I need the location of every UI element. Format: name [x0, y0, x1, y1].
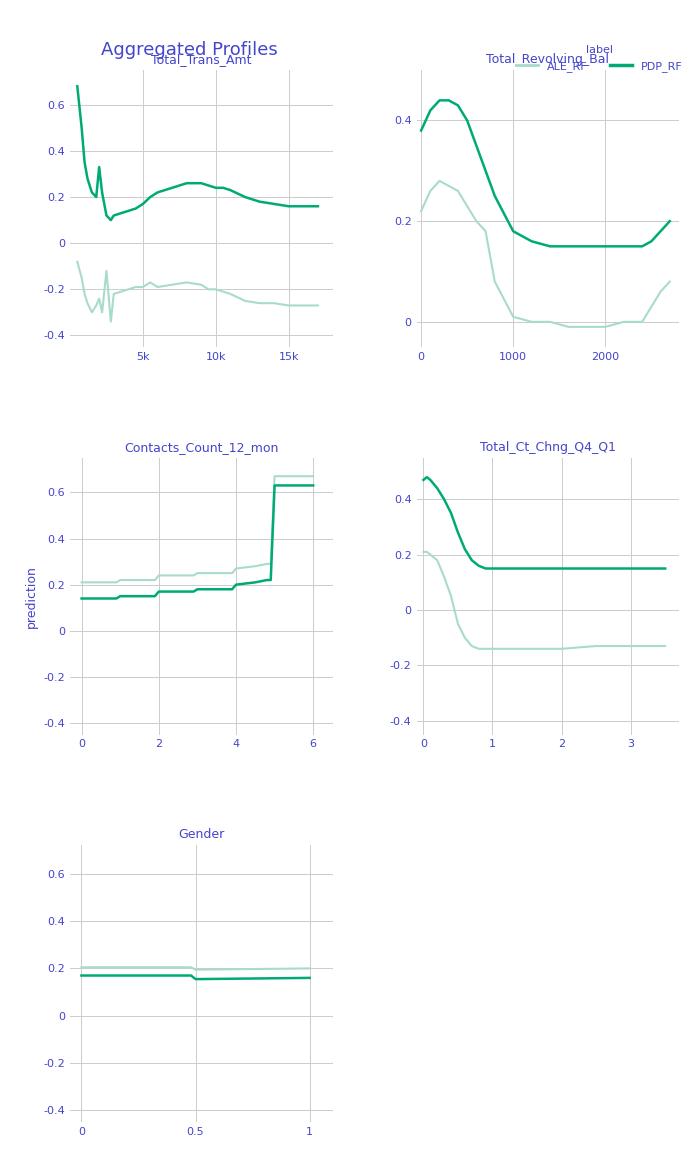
Y-axis label: prediction: prediction [25, 565, 38, 628]
Title: Total_Revolving_Bal: Total_Revolving_Bal [486, 54, 609, 67]
Title: Contacts_Count_12_mon: Contacts_Count_12_mon [124, 441, 279, 454]
Legend: ALE_RF, PDP_RF: ALE_RF, PDP_RF [512, 41, 687, 76]
Title: Total_Trans_Amt: Total_Trans_Amt [151, 54, 251, 67]
Title: Gender: Gender [178, 829, 225, 842]
Title: Total_Ct_Chng_Q4_Q1: Total_Ct_Chng_Q4_Q1 [480, 441, 616, 454]
Text: Aggregated Profiles: Aggregated Profiles [101, 41, 277, 58]
